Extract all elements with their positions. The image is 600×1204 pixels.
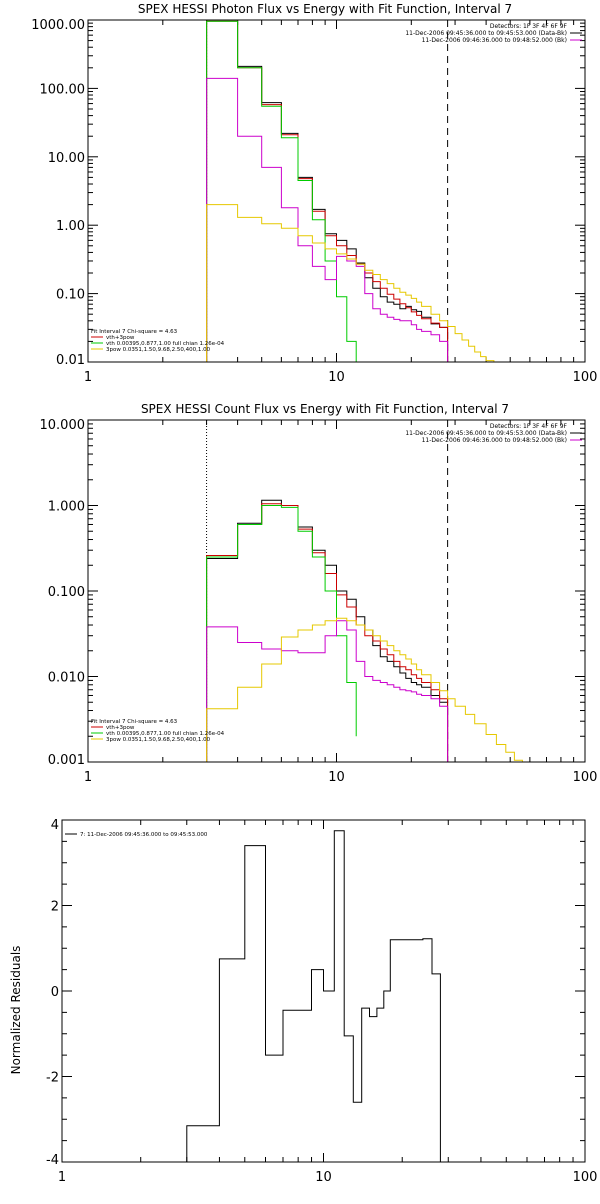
photon-series-4 [206,204,495,362]
count-header-line: 11-Dec-2006 09:46:36.000 to 09:48:52.000… [422,437,567,444]
photon-x-tick-label: 1 [84,370,92,385]
residual-plot-frame [61,819,586,1163]
residual-y-tick-label: 0 [51,985,59,1000]
count-legend-line: Fit Interval 7 Chi-square = 4.63 [91,719,178,725]
photon-flux-title: SPEX HESSI Photon Flux vs Energy with Fi… [138,2,512,16]
photon-x-tick-label: 100 [573,370,598,385]
residual-series-0 [186,830,441,1162]
residual-y-tick-label: 4 [51,818,59,833]
count-series-4 [206,617,523,762]
residual-legend-line: 7: 11-Dec-2006 09:45:36.000 to 09:45:53.… [80,832,208,838]
count-legend-line: 3pow 0.0351,1.50,9.68,2.50,400,1.00 [106,737,211,743]
photon-header-line: 11-Dec-2006 09:46:36.000 to 09:48:52.000… [422,37,567,44]
photon-legend-line: Fit Interval 7 Chi-square = 4.63 [91,329,178,335]
count-series-3 [206,620,449,762]
count-x-tick-label: 1 [84,770,92,785]
count-series-1 [206,503,449,762]
count-plot-frame [87,419,586,763]
photon-plot-frame [87,19,586,363]
photon-legend-line: vth 0.00395,0.877,1.00 full chian 1.26e-… [106,341,225,347]
photon-flux-panel: SPEX HESSI Photon Flux vs Energy with Fi… [31,2,597,385]
count-y-tick-label: 0.001 [48,753,85,768]
photon-series-3 [206,77,449,362]
count-series-2 [206,505,357,762]
residual-x-tick-label: 1 [58,1170,66,1185]
photon-header-line: Detectors: 1F 3F 4F 6F 9F [490,23,568,30]
residual-y-tick-label: -4 [46,1153,59,1168]
residuals-ylabel: Normalized Residuals [9,946,23,1075]
count-legend-line: vth 0.00395,0.877,1.00 full chian 1.26e-… [106,731,225,737]
residual-x-tick-label: 10 [315,1170,332,1185]
count-y-tick-label: 1.000 [48,500,85,515]
count-legend-line: vth+3pow [106,725,135,731]
count-flux-title: SPEX HESSI Count Flux vs Energy with Fit… [141,402,509,416]
residual-x-tick-label: 100 [573,1170,598,1185]
residual-y-tick-label: -2 [46,1071,59,1086]
residuals-panel: Normalized Residuals 1 10 100 -4 -2 0 2 4 7: 11-… [9,818,597,1185]
photon-legend-line: 3pow 0.0351,1.50,9.68,2.50,400,1.00 [106,347,211,353]
photon-series-2 [206,20,357,362]
photon-y-tick-label: 1.00 [56,219,85,234]
count-y-tick-label: 0.010 [48,671,85,686]
photon-y-tick-label: 0.01 [56,353,85,368]
photon-header-line: 11-Dec-2006 09:45:36.000 to 09:45:53.000… [405,30,567,37]
count-flux-panel: SPEX HESSI Count Flux vs Energy with Fit… [40,402,598,785]
photon-series-1 [206,20,449,362]
count-y-tick-label: 10.000 [40,418,86,433]
count-header-line: Detectors: 1F 3F 4F 6F 9F [490,423,568,430]
count-header-line: 11-Dec-2006 09:45:36.000 to 09:45:53.000… [405,430,567,437]
photon-y-tick-label: 10.00 [48,151,85,166]
count-x-tick-label: 10 [328,770,345,785]
photon-series-0 [206,20,449,362]
count-y-tick-label: 0.100 [48,585,85,600]
photon-y-tick-label: 0.10 [56,288,85,303]
photon-y-tick-label: 1000.00 [31,18,85,33]
photon-y-tick-label: 100.00 [40,82,86,97]
photon-legend-line: vth+3pow [106,335,135,341]
photon-x-tick-label: 10 [328,370,345,385]
count-x-tick-label: 100 [573,770,598,785]
residual-y-tick-label: 2 [51,900,59,915]
